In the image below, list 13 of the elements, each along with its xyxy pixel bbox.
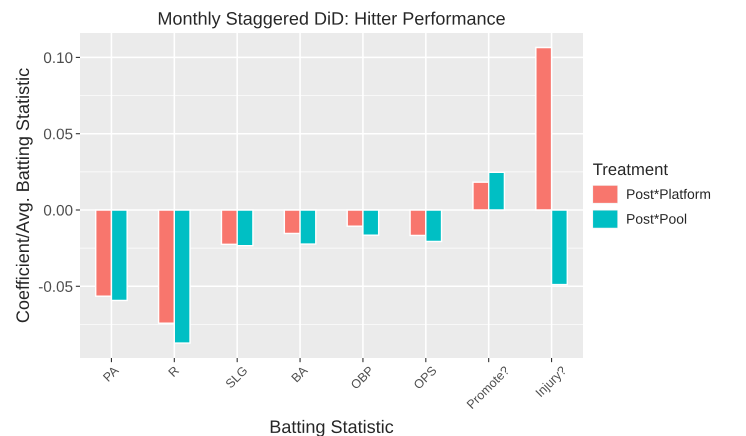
legend-title: Treatment [593, 164, 668, 176]
legend-label: Post*Pool [627, 214, 686, 224]
y-tick-label: 0.10 [44, 52, 72, 64]
legend-label: Post*Platform [627, 188, 710, 200]
x-tick-label: BA [291, 365, 308, 382]
chart-title: Monthly Staggered DiD: Hitter Performance [158, 12, 505, 28]
y-tick-label: 0.05 [44, 128, 72, 140]
y-tick-label: -0.05 [38, 281, 72, 292]
x-tick-label: PA [102, 365, 120, 382]
x-tick-label: R [168, 366, 180, 378]
x-tick-label: SLG [224, 366, 248, 389]
y-axis-title: Coefficient/Avg. Batting Statistic [16, 68, 33, 322]
y-tick-label: 0.00 [44, 204, 72, 216]
